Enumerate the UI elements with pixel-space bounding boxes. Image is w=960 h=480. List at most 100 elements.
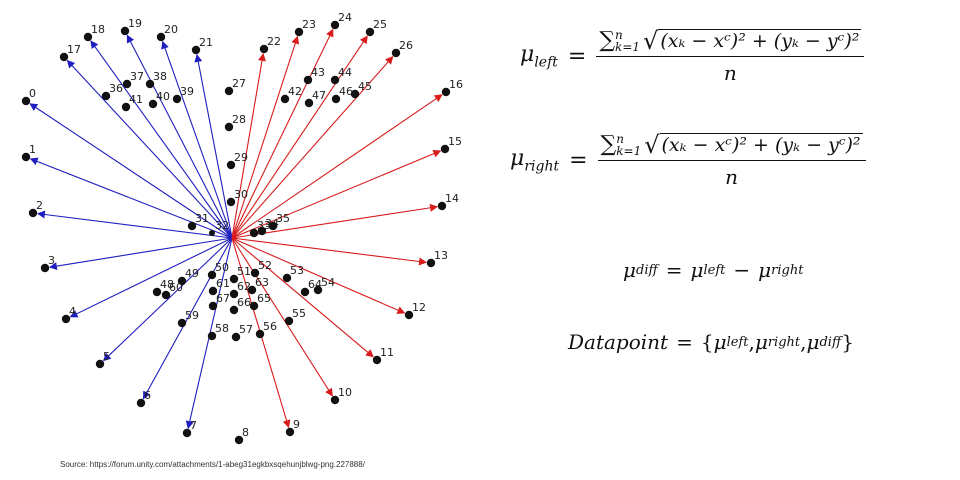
landmark-label-7: 7 bbox=[190, 419, 197, 432]
landmark-point-44: 44 bbox=[330, 66, 352, 85]
landmark-dot-50 bbox=[207, 270, 217, 280]
landmark-label-18: 18 bbox=[91, 23, 105, 36]
landmark-label-8: 8 bbox=[242, 426, 249, 439]
landmark-dot-12 bbox=[404, 310, 414, 320]
landmark-label-56: 56 bbox=[263, 320, 277, 333]
landmark-label-35: 35 bbox=[276, 212, 290, 225]
landmark-point-42: 42 bbox=[280, 85, 302, 104]
landmark-dot-17 bbox=[59, 52, 69, 62]
landmark-point-51: 51 bbox=[229, 265, 251, 284]
landmark-point-14: 14 bbox=[437, 192, 459, 211]
landmark-point-32: 32 bbox=[209, 219, 229, 236]
landmark-label-11: 11 bbox=[380, 346, 394, 359]
landmark-dot-27 bbox=[224, 86, 234, 96]
mu-left-numerator: ∑ n k=1 √ (xₖ − xᶜ)² + (yₖ − yᶜ)² bbox=[596, 28, 865, 57]
landmark-point-19: 19 bbox=[120, 17, 142, 36]
landmark-label-32: 32 bbox=[215, 219, 229, 232]
landmark-dot-56 bbox=[255, 329, 265, 339]
landmark-dot-29 bbox=[226, 160, 236, 170]
landmark-point-2: 2 bbox=[28, 199, 43, 218]
landmark-point-26: 26 bbox=[391, 39, 413, 58]
vector-to-3 bbox=[48, 237, 233, 271]
landmark-dot-4 bbox=[61, 314, 71, 324]
landmark-dot-19 bbox=[120, 26, 130, 36]
landmark-point-59: 59 bbox=[177, 309, 199, 328]
landmark-point-41: 41 bbox=[121, 93, 143, 112]
landmark-dot-46 bbox=[331, 94, 341, 104]
landmark-label-17: 17 bbox=[67, 43, 81, 56]
landmark-point-24: 24 bbox=[330, 11, 352, 30]
landmark-point-64: 64 bbox=[300, 278, 322, 297]
vector-to-23 bbox=[231, 35, 300, 239]
landmark-point-65: 65 bbox=[249, 292, 271, 311]
landmark-dot-26 bbox=[391, 48, 401, 58]
landmark-point-60: 60 bbox=[161, 281, 183, 300]
landmark-dot-51 bbox=[229, 274, 239, 284]
landmark-label-52: 52 bbox=[258, 259, 272, 272]
landmark-dot-64 bbox=[300, 287, 310, 297]
landmark-label-62: 62 bbox=[237, 280, 251, 293]
landmark-dot-14 bbox=[437, 201, 447, 211]
landmark-label-67: 67 bbox=[216, 292, 230, 305]
vector-to-5 bbox=[102, 237, 233, 362]
landmark-point-47: 47 bbox=[304, 89, 326, 108]
landmark-label-39: 39 bbox=[180, 85, 194, 98]
landmark-label-47: 47 bbox=[312, 89, 326, 102]
landmark-dot-10 bbox=[330, 395, 340, 405]
mu-right-denominator: n bbox=[725, 165, 738, 189]
landmark-point-57: 57 bbox=[231, 323, 253, 342]
landmark-dot-15 bbox=[440, 144, 450, 154]
landmark-dot-30 bbox=[226, 197, 236, 207]
landmark-label-29: 29 bbox=[234, 151, 248, 164]
landmark-dot-16 bbox=[441, 87, 451, 97]
landmark-label-60: 60 bbox=[169, 281, 183, 294]
landmark-point-4: 4 bbox=[61, 305, 76, 324]
landmark-point-27: 27 bbox=[224, 77, 246, 96]
landmark-label-1: 1 bbox=[29, 143, 36, 156]
landmark-point-3: 3 bbox=[40, 254, 55, 273]
landmark-point-28: 28 bbox=[224, 113, 246, 132]
datapoint-equation: Datapoint = { μ left, μ right, μ diff } bbox=[568, 330, 854, 354]
landmark-point-0: 0 bbox=[21, 87, 36, 106]
landmark-label-22: 22 bbox=[267, 35, 281, 48]
vector-to-26 bbox=[231, 55, 394, 239]
landmark-label-9: 9 bbox=[293, 418, 300, 431]
landmark-point-18: 18 bbox=[83, 23, 105, 42]
landmark-dot-63 bbox=[247, 285, 257, 295]
landmark-point-39: 39 bbox=[172, 85, 194, 104]
vector-to-21 bbox=[194, 53, 233, 239]
landmark-label-26: 26 bbox=[399, 39, 413, 52]
landmark-point-62: 62 bbox=[229, 280, 251, 299]
landmark-label-4: 4 bbox=[69, 305, 76, 318]
landmark-point-10: 10 bbox=[330, 386, 352, 405]
landmark-point-40: 40 bbox=[148, 90, 170, 109]
landmark-dot-18 bbox=[83, 32, 93, 42]
vector-to-0 bbox=[29, 103, 233, 239]
vector-to-10 bbox=[231, 237, 333, 397]
landmark-dot-54 bbox=[313, 285, 323, 295]
landmark-point-36: 36 bbox=[101, 82, 123, 101]
landmark-point-8: 8 bbox=[234, 426, 249, 445]
landmark-dot-32 bbox=[209, 230, 215, 236]
landmark-dot-47 bbox=[304, 98, 314, 108]
landmark-dot-11 bbox=[372, 355, 382, 365]
landmark-point-67: 67 bbox=[208, 292, 230, 311]
landmark-point-21: 21 bbox=[191, 36, 213, 55]
landmark-point-56: 56 bbox=[255, 320, 277, 339]
landmark-dot-6 bbox=[136, 398, 146, 408]
landmark-dot-31 bbox=[187, 221, 197, 231]
landmark-dot-57 bbox=[231, 332, 241, 342]
landmark-dot-9 bbox=[285, 427, 295, 437]
landmark-point-35: 35 bbox=[268, 212, 290, 231]
landmark-dot-5 bbox=[95, 359, 105, 369]
landmark-point-7: 7 bbox=[182, 419, 197, 438]
landmark-point-49: 49 bbox=[177, 267, 199, 286]
landmark-label-40: 40 bbox=[156, 90, 170, 103]
landmark-dot-60 bbox=[161, 290, 171, 300]
landmark-dot-41 bbox=[121, 102, 131, 112]
landmark-point-20: 20 bbox=[156, 23, 178, 42]
landmark-label-43: 43 bbox=[311, 66, 325, 79]
vector-to-11 bbox=[231, 237, 374, 358]
vector-to-13 bbox=[231, 237, 428, 266]
landmark-dot-67 bbox=[208, 301, 218, 311]
